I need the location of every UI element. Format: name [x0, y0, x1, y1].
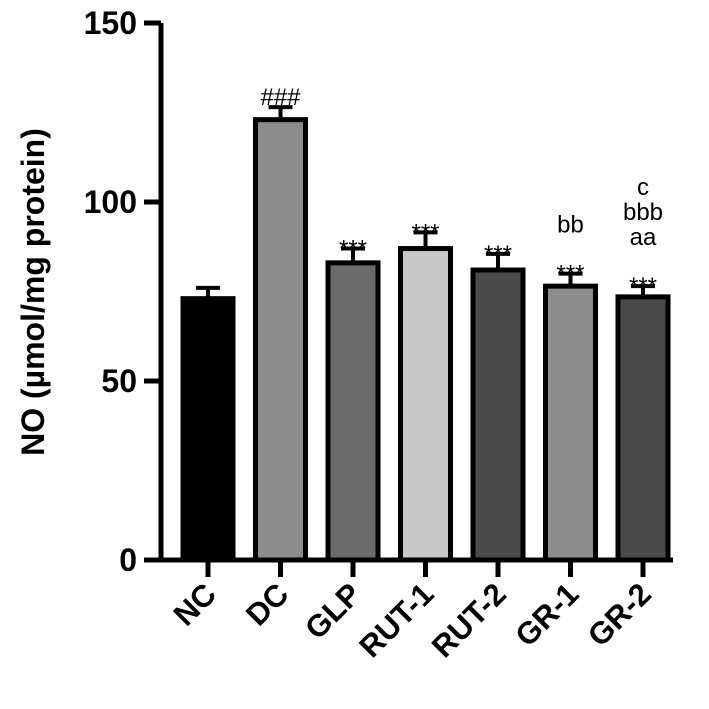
bar-dc	[253, 117, 308, 563]
x-tick-label: RUT-1	[352, 576, 440, 664]
x-tick-label: DC	[239, 576, 295, 632]
significance-annotation: c	[637, 174, 649, 201]
bar-gr-2	[615, 294, 671, 563]
y-tick-label: 150	[84, 5, 137, 41]
bar-glp	[325, 260, 381, 563]
x-tick-label: GR-2	[581, 576, 658, 653]
significance-annotation: bbb	[623, 199, 663, 226]
x-tick-label: GR-1	[508, 576, 585, 653]
bar-gr-1	[543, 283, 598, 563]
x-tick-label: RUT-2	[425, 576, 513, 664]
significance-annotation: bb	[557, 212, 584, 239]
significance-annotation: ***	[339, 236, 367, 263]
bars-group	[180, 105, 671, 563]
x-tick-label: NC	[167, 576, 223, 632]
y-tick-label: 0	[119, 542, 137, 578]
significance-annotation: aa	[630, 224, 657, 251]
bar-rut-2	[470, 267, 526, 563]
significance-annotation: ***	[629, 273, 657, 300]
bar-nc	[180, 296, 236, 563]
significance-annotation: ***	[556, 261, 584, 288]
bar-rut-1	[398, 246, 453, 563]
significance-annotation: ***	[484, 241, 512, 268]
y-axis: 0 50 100 150	[84, 5, 164, 578]
y-tick-label: 100	[84, 184, 137, 220]
significance-annotation: ***	[411, 219, 439, 246]
y-axis-title: NO (µmol/mg protein)	[15, 128, 51, 456]
y-tick-label: 50	[101, 363, 137, 399]
significance-annotation: ###	[260, 84, 301, 111]
